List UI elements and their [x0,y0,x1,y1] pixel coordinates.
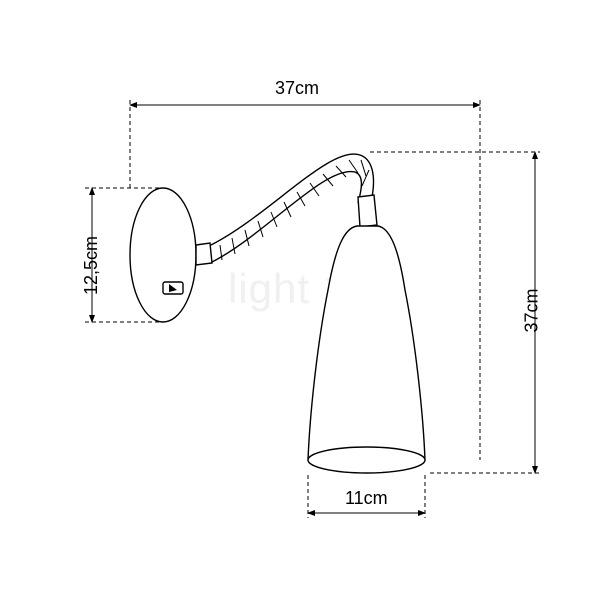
lamp-shade [308,195,425,473]
dim-label-top: 37cm [275,78,319,99]
switch-icon [163,282,183,294]
dim-label-right: 37cm [522,288,543,332]
wall-plate [130,188,196,322]
dim-top-width [130,100,480,460]
dim-label-left: 12,5cm [81,236,102,295]
dim-label-bottom: 11cm [345,488,388,509]
